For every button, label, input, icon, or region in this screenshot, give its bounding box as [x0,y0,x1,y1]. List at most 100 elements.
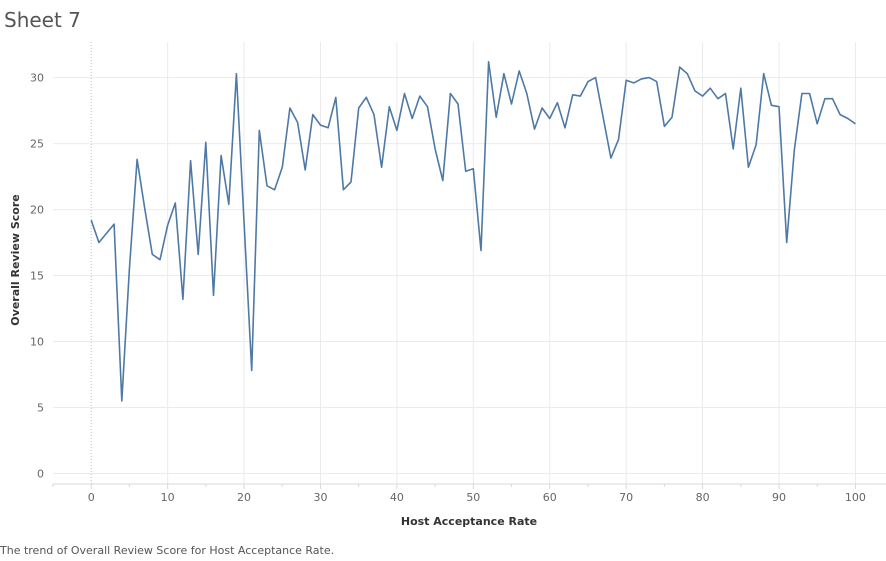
data-point[interactable] [738,86,743,91]
data-point[interactable] [792,148,797,153]
data-point[interactable] [807,91,812,96]
data-point[interactable] [203,140,208,145]
data-point[interactable] [517,69,522,74]
data-point[interactable] [112,222,117,227]
data-point[interactable] [731,146,736,151]
data-point[interactable] [822,96,827,101]
data-point[interactable] [272,187,277,192]
data-point[interactable] [326,125,331,130]
data-point[interactable] [784,240,789,245]
data-point[interactable] [433,146,438,151]
data-point[interactable] [364,95,369,100]
data-point[interactable] [838,112,843,117]
data-point[interactable] [295,120,300,125]
data-point[interactable] [387,104,392,109]
data-point[interactable] [410,116,415,121]
data-point[interactable] [226,202,231,207]
data-point[interactable] [372,112,377,117]
data-point[interactable] [440,178,445,183]
data-point[interactable] [547,116,552,121]
data-point[interactable] [708,86,713,91]
data-point[interactable] [219,153,224,158]
data-point[interactable] [578,94,583,99]
data-point[interactable] [265,183,270,188]
data-point[interactable] [715,96,720,101]
data-point[interactable] [532,127,537,132]
data-point[interactable] [287,106,292,111]
data-point[interactable] [310,112,315,117]
data-point[interactable] [769,103,774,108]
data-point[interactable] [479,248,484,253]
data-point[interactable] [456,102,461,107]
data-point[interactable] [799,91,804,96]
data-point[interactable] [761,71,766,76]
data-point[interactable] [624,78,629,83]
data-point[interactable] [639,76,644,81]
data-point[interactable] [524,91,529,96]
data-point[interactable] [670,115,675,120]
data-point[interactable] [188,158,193,163]
data-point[interactable] [417,94,422,99]
data-point[interactable] [654,79,659,84]
data-point[interactable] [494,115,499,120]
data-point[interactable] [119,398,124,403]
data-point[interactable] [425,104,430,109]
data-point[interactable] [593,75,598,80]
data-point[interactable] [616,137,621,142]
data-point[interactable] [234,71,239,76]
data-point[interactable] [303,168,308,173]
data-point[interactable] [685,71,690,76]
data-point[interactable] [394,128,399,133]
data-point[interactable] [249,368,254,373]
data-point[interactable] [142,206,147,211]
data-point[interactable] [723,91,728,96]
data-point[interactable] [746,165,751,170]
data-point[interactable] [196,252,201,257]
data-point[interactable] [135,157,140,162]
data-point[interactable] [631,80,636,85]
data-point[interactable] [608,156,613,161]
data-point[interactable] [257,128,262,133]
data-point[interactable] [180,297,185,302]
data-point[interactable] [815,121,820,126]
data-point[interactable] [165,223,170,228]
data-point[interactable] [501,71,506,76]
data-point[interactable] [127,266,132,271]
data-point[interactable] [471,166,476,171]
data-point[interactable] [662,124,667,129]
data-point[interactable] [448,91,453,96]
data-point[interactable] [853,121,858,126]
data-point[interactable] [692,88,697,93]
data-point[interactable] [486,59,491,64]
data-point[interactable] [563,125,568,130]
data-point[interactable] [830,96,835,101]
data-point[interactable] [586,79,591,84]
data-point[interactable] [173,201,178,206]
data-point[interactable] [356,106,361,111]
data-point[interactable] [700,94,705,99]
data-point[interactable] [754,142,759,147]
data-point[interactable] [150,252,155,257]
y-tick-label: 5 [37,401,44,414]
line-chart: 0 5 10 15 20 25 30 0 10 20 30 40 50 60 70 80 90 100 Host … [9,42,886,528]
data-point[interactable] [845,116,850,121]
data-point[interactable] [555,100,560,105]
data-point[interactable] [333,95,338,100]
data-point[interactable] [540,106,545,111]
data-point[interactable] [89,218,94,223]
data-point[interactable] [647,75,652,80]
data-point[interactable] [318,123,323,128]
data-point[interactable] [96,240,101,245]
data-point[interactable] [158,257,163,262]
data-point[interactable] [349,179,354,184]
data-point[interactable] [463,169,468,174]
data-point[interactable] [509,102,514,107]
data-point[interactable] [777,104,782,109]
data-point[interactable] [379,165,384,170]
data-point[interactable] [402,91,407,96]
data-point[interactable] [677,65,682,70]
data-point[interactable] [570,92,575,97]
data-point[interactable] [341,187,346,192]
data-point[interactable] [280,165,285,170]
data-point[interactable] [211,293,216,298]
